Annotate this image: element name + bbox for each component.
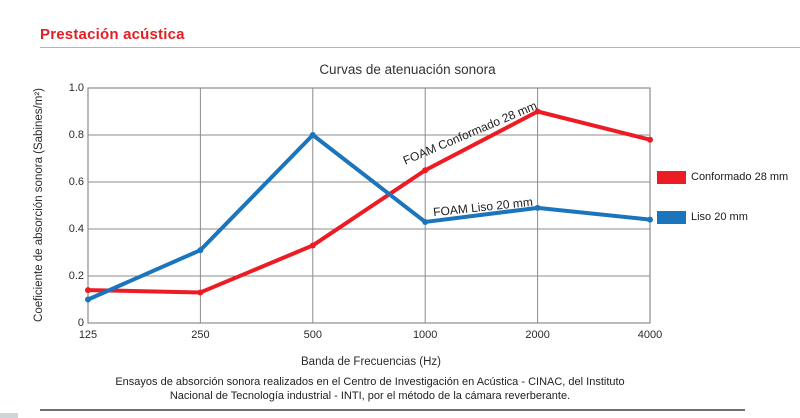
footnote-line-1: Ensayos de absorción sonora realizados e…: [115, 376, 625, 388]
legend-swatch-conformado-28-mm: [657, 170, 686, 184]
legend-label-liso-20-mm: Liso 20 mm: [691, 211, 748, 223]
legend-label-conformado-28-mm: Conformado 28 mm: [691, 171, 789, 183]
corner-decoration: [0, 413, 18, 418]
y-tick-label-0: 0: [77, 316, 84, 329]
data-point-conformado-28-mm: [647, 136, 653, 143]
section-title: Prestación acústica: [40, 26, 185, 43]
y-tick-label-0.8: 0.8: [68, 128, 84, 141]
data-point-liso-20-mm: [422, 218, 429, 225]
data-point-liso-20-mm: [309, 132, 316, 138]
plot-border: [87, 87, 651, 324]
y-axis-label: Coeficiente de absorción sonora (Sabines…: [33, 88, 45, 322]
data-point-conformado-28-mm: [422, 167, 429, 174]
y-tick-label-0.4: 0.4: [68, 222, 84, 235]
footnote: Ensayos de absorción sonora realizados e…: [0, 376, 740, 403]
chart-title: Curvas de atenuación sonora: [319, 62, 496, 77]
legend-item-conformado-28-mm: Conformado 28 mm: [657, 170, 788, 184]
x-tick-label-125: 125: [78, 329, 98, 341]
x-tick-label-4000: 4000: [637, 329, 663, 341]
legend-swatch-liso-20-mm: [657, 210, 686, 224]
bottom-divider: [40, 409, 745, 411]
chart-legend: Conformado 28 mm Liso 20 mm: [657, 170, 788, 250]
y-tick-label-0.2: 0.2: [68, 269, 84, 282]
data-point-conformado-28-mm: [309, 242, 316, 249]
section-title-underline: [40, 47, 800, 48]
data-point-liso-20-mm: [197, 247, 204, 254]
series-line-liso-20-mm: [86, 133, 652, 302]
footnote-line-2: Nacional de Tecnología industrial - INTI…: [169, 389, 571, 402]
data-point-conformado-28-mm: [197, 289, 204, 296]
x-tick-label-250: 250: [191, 329, 210, 341]
series-line-conformado-28-mm: [86, 109, 652, 295]
x-axis-label: Banda de Frecuencias (Hz): [301, 356, 441, 368]
y-tick-label-0.6: 0.6: [68, 175, 84, 188]
data-point-liso-20-mm: [85, 296, 91, 303]
x-tick-label-500: 500: [303, 329, 322, 341]
legend-item-liso-20-mm: Liso 20 mm: [657, 210, 788, 224]
data-point-liso-20-mm: [534, 204, 541, 211]
y-tick-label-1.0: 1.0: [68, 81, 84, 94]
data-point-conformado-28-mm: [534, 108, 541, 115]
data-point-liso-20-mm: [647, 216, 653, 223]
data-point-conformado-28-mm: [85, 287, 91, 294]
x-tick-label-1000: 1000: [412, 329, 438, 341]
x-tick-label-2000: 2000: [525, 329, 550, 341]
